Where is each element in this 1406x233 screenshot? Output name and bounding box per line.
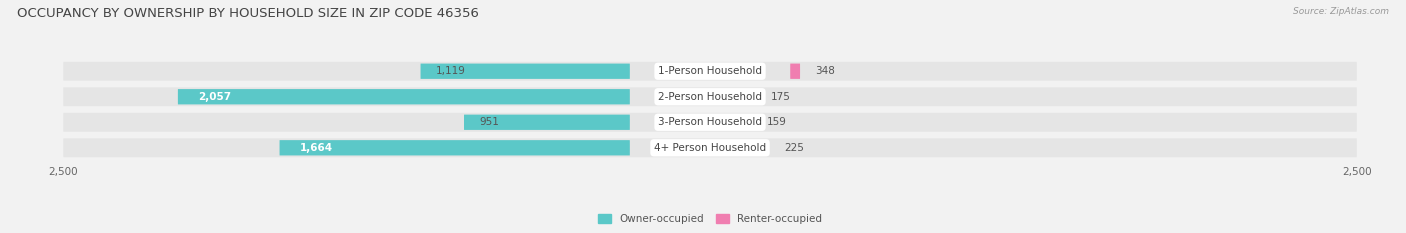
Text: 175: 175 [770, 92, 790, 102]
FancyBboxPatch shape [464, 115, 630, 130]
Text: 1-Person Household: 1-Person Household [658, 66, 762, 76]
Text: 1,664: 1,664 [301, 143, 333, 153]
Text: 2,057: 2,057 [198, 92, 232, 102]
Text: 4+ Person Household: 4+ Person Household [654, 143, 766, 153]
FancyBboxPatch shape [420, 64, 630, 79]
Text: 951: 951 [479, 117, 499, 127]
Text: 2-Person Household: 2-Person Household [658, 92, 762, 102]
FancyBboxPatch shape [63, 138, 1357, 157]
FancyBboxPatch shape [63, 87, 1357, 106]
Text: 348: 348 [815, 66, 835, 76]
FancyBboxPatch shape [179, 89, 630, 104]
FancyBboxPatch shape [280, 140, 630, 155]
FancyBboxPatch shape [790, 64, 800, 79]
Text: OCCUPANCY BY OWNERSHIP BY HOUSEHOLD SIZE IN ZIP CODE 46356: OCCUPANCY BY OWNERSHIP BY HOUSEHOLD SIZE… [17, 7, 479, 20]
Text: 3-Person Household: 3-Person Household [658, 117, 762, 127]
FancyBboxPatch shape [63, 62, 1357, 81]
FancyBboxPatch shape [63, 113, 1357, 132]
Text: 1,119: 1,119 [436, 66, 465, 76]
Text: Source: ZipAtlas.com: Source: ZipAtlas.com [1294, 7, 1389, 16]
Text: 225: 225 [783, 143, 804, 153]
Text: 159: 159 [766, 117, 786, 127]
Legend: Owner-occupied, Renter-occupied: Owner-occupied, Renter-occupied [598, 214, 823, 224]
